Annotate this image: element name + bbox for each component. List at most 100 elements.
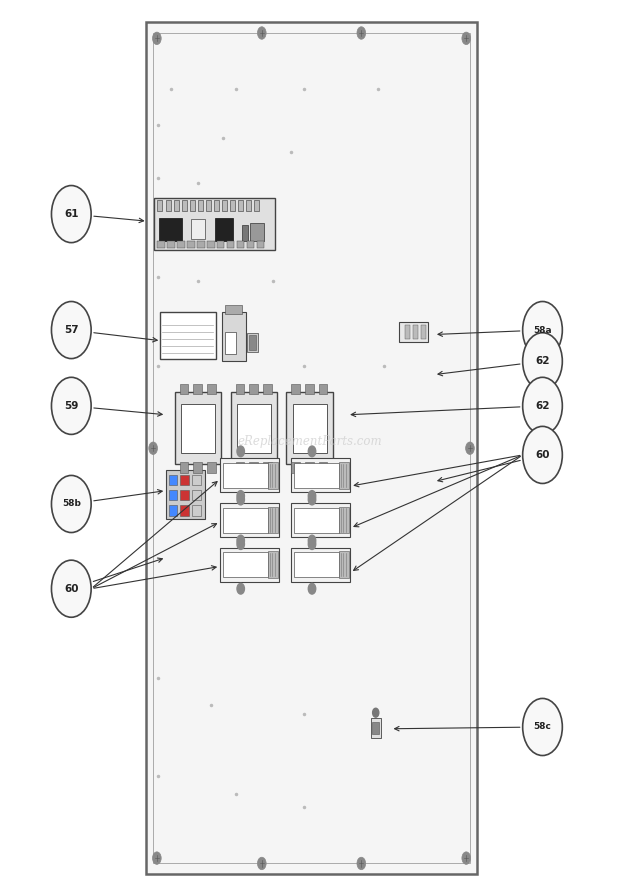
Bar <box>286 392 333 464</box>
Circle shape <box>462 852 471 864</box>
Circle shape <box>523 377 562 434</box>
Bar <box>198 200 203 211</box>
Bar <box>225 305 242 314</box>
Bar <box>294 552 339 577</box>
Text: 59: 59 <box>64 401 79 411</box>
Bar <box>250 223 264 241</box>
Bar <box>180 505 189 516</box>
Bar <box>246 200 251 211</box>
Text: 60: 60 <box>535 450 550 460</box>
Bar <box>223 463 268 488</box>
Circle shape <box>149 442 157 455</box>
Bar <box>294 508 339 533</box>
Circle shape <box>308 535 316 546</box>
Bar <box>372 722 379 734</box>
Bar <box>249 462 258 473</box>
Bar <box>230 200 235 211</box>
Bar <box>217 241 224 248</box>
Bar <box>291 503 350 537</box>
Bar <box>175 392 221 464</box>
Bar <box>166 470 205 519</box>
Bar <box>181 404 215 453</box>
Bar <box>236 384 244 394</box>
Circle shape <box>153 32 161 45</box>
Bar <box>237 241 244 248</box>
Text: 62: 62 <box>535 401 550 411</box>
Bar <box>222 200 227 211</box>
Bar <box>169 490 177 500</box>
Circle shape <box>237 539 244 549</box>
Bar <box>193 384 202 394</box>
Bar <box>220 458 279 492</box>
Circle shape <box>308 491 316 501</box>
Circle shape <box>308 539 316 549</box>
Bar <box>242 225 248 241</box>
Bar <box>160 312 216 359</box>
Bar <box>215 218 233 241</box>
Bar <box>305 384 314 394</box>
Circle shape <box>51 377 91 434</box>
Circle shape <box>51 475 91 533</box>
Bar <box>191 219 205 239</box>
Bar <box>180 462 188 473</box>
Circle shape <box>257 857 266 870</box>
Bar <box>247 241 254 248</box>
Text: 58c: 58c <box>534 723 551 731</box>
Bar <box>257 241 264 248</box>
Text: 62: 62 <box>535 356 550 367</box>
Bar <box>291 458 350 492</box>
Bar <box>169 475 177 485</box>
Circle shape <box>237 491 244 501</box>
Circle shape <box>51 186 91 243</box>
Bar <box>305 462 314 473</box>
Bar <box>263 384 272 394</box>
Bar <box>247 333 258 352</box>
Circle shape <box>237 446 244 457</box>
Bar <box>180 384 188 394</box>
Text: eReplacementParts.com: eReplacementParts.com <box>237 435 383 448</box>
Bar <box>222 312 246 361</box>
Bar <box>207 462 216 473</box>
Bar <box>249 335 256 350</box>
Bar <box>207 241 215 248</box>
Bar <box>174 200 179 211</box>
Bar <box>214 200 219 211</box>
Bar <box>268 462 278 489</box>
Bar <box>192 505 201 516</box>
Circle shape <box>357 27 366 39</box>
Bar <box>339 462 349 489</box>
Bar <box>223 508 268 533</box>
Bar <box>249 384 258 394</box>
Bar <box>291 548 350 582</box>
Bar <box>421 325 426 339</box>
Text: 58b: 58b <box>62 500 81 508</box>
Circle shape <box>466 442 474 455</box>
Bar <box>339 507 349 533</box>
Bar <box>197 241 205 248</box>
Bar <box>192 475 201 485</box>
Text: 58a: 58a <box>533 326 552 334</box>
Bar <box>220 548 279 582</box>
Text: 60: 60 <box>64 583 79 594</box>
Bar <box>154 198 275 250</box>
Bar <box>180 475 189 485</box>
FancyBboxPatch shape <box>146 22 477 874</box>
Bar <box>157 200 162 211</box>
Circle shape <box>51 560 91 617</box>
Circle shape <box>373 708 379 717</box>
Bar <box>238 200 243 211</box>
Bar <box>405 325 410 339</box>
Bar <box>207 384 216 394</box>
Bar <box>319 462 327 473</box>
Bar <box>227 241 234 248</box>
Circle shape <box>153 852 161 864</box>
Circle shape <box>51 301 91 359</box>
Circle shape <box>237 494 244 505</box>
Bar <box>254 200 259 211</box>
Bar <box>187 241 195 248</box>
Circle shape <box>308 583 316 594</box>
Bar <box>157 241 165 248</box>
Bar <box>339 551 349 578</box>
Bar <box>220 503 279 537</box>
Bar <box>190 200 195 211</box>
